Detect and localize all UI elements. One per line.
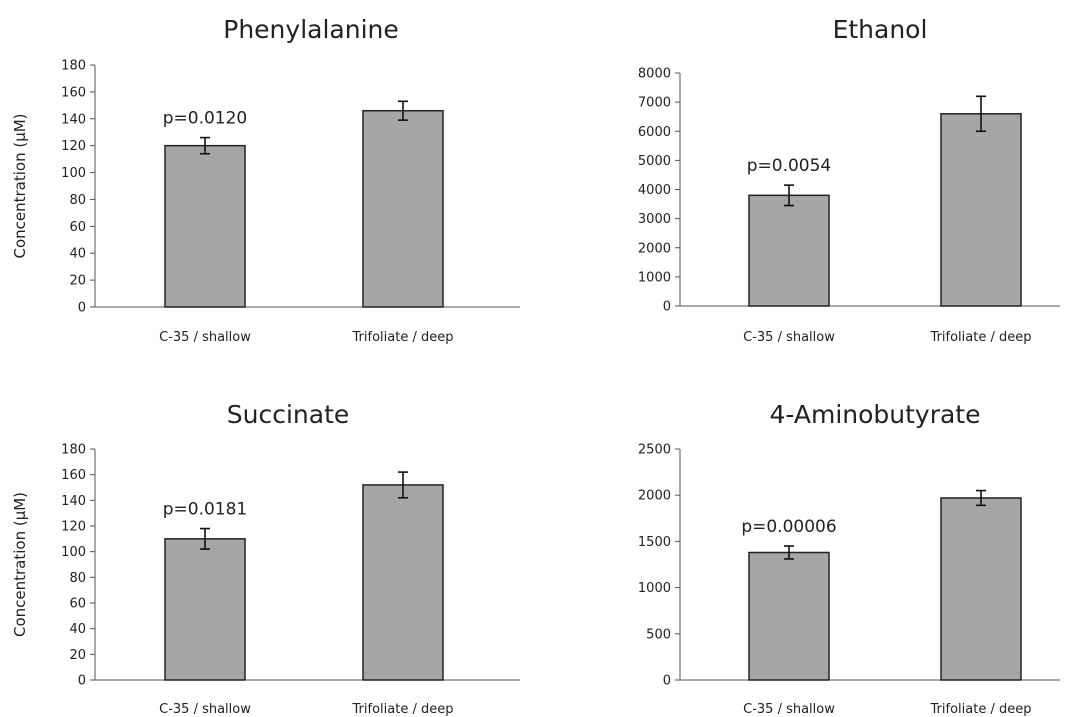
- chart-title: Ethanol: [833, 15, 928, 44]
- y-axis-label: Concentration (µM): [11, 113, 29, 258]
- y-tick-label: 40: [69, 247, 86, 262]
- y-tick-label: 2500: [638, 443, 671, 458]
- y-tick-label: 160: [61, 468, 86, 483]
- y-tick-label: 0: [663, 300, 671, 315]
- y-tick-label: 40: [69, 622, 86, 637]
- x-category-label: Trifoliate / deep: [352, 702, 454, 717]
- chart-title: Phenylalanine: [223, 15, 399, 44]
- x-category-label: Trifoliate / deep: [352, 330, 454, 345]
- y-tick-label: 2000: [638, 489, 671, 504]
- y-tick-label: 80: [69, 193, 86, 208]
- y-tick-label: 500: [646, 627, 671, 642]
- y-tick-label: 6000: [638, 125, 671, 140]
- y-axis-label: Concentration (µM): [11, 492, 29, 637]
- y-tick-label: 180: [61, 59, 86, 74]
- bar-1: [164, 538, 246, 681]
- y-tick-label: 1500: [638, 535, 671, 550]
- bar-1: [164, 144, 246, 308]
- bar-2: [362, 484, 444, 681]
- y-tick-label: 120: [61, 139, 86, 154]
- y-tick-label: 8000: [638, 67, 671, 82]
- p-value-annotation: p=0.0120: [163, 109, 248, 129]
- y-tick-label: 2000: [638, 241, 671, 256]
- y-tick-label: 20: [69, 274, 86, 289]
- chart-panel-2: Ethanol 0 1000 2000 3000 4000 5000 6000 7000 8000…: [638, 15, 1060, 345]
- y-tick-label: 180: [61, 443, 86, 458]
- y-tick-label: 60: [69, 597, 86, 612]
- chart-title: 4-Aminobutyrate: [769, 400, 980, 429]
- bar-2: [940, 497, 1022, 681]
- y-tick-label: 5000: [638, 154, 671, 169]
- y-tick-label: 4000: [638, 183, 671, 198]
- bar-1: [748, 551, 830, 681]
- y-tick-label: 0: [663, 674, 671, 689]
- y-tick-label: 100: [61, 166, 86, 181]
- y-tick-label: 80: [69, 571, 86, 586]
- y-tick-label: 160: [61, 85, 86, 100]
- y-tick-label: 1000: [638, 270, 671, 285]
- x-category-label: C-35 / shallow: [159, 702, 251, 717]
- y-tick-label: 140: [61, 112, 86, 127]
- y-tick-label: 0: [78, 301, 86, 316]
- y-tick-label: 60: [69, 220, 86, 235]
- bar-2: [362, 109, 444, 308]
- x-category-label: C-35 / shallow: [743, 330, 835, 345]
- bar-1: [748, 194, 830, 307]
- y-tick-label: 20: [69, 648, 86, 663]
- y-tick-label: 7000: [638, 96, 671, 111]
- x-category-label: C-35 / shallow: [159, 330, 251, 345]
- x-category-label: Trifoliate / deep: [930, 702, 1032, 717]
- chart-title: Succinate: [227, 400, 350, 429]
- bar-2: [940, 113, 1022, 307]
- p-value-annotation: p=0.00006: [741, 517, 836, 537]
- y-tick-label: 0: [78, 674, 86, 689]
- y-tick-label: 100: [61, 545, 86, 560]
- p-value-annotation: p=0.0054: [747, 156, 832, 176]
- y-tick-label: 3000: [638, 212, 671, 227]
- p-value-annotation: p=0.0181: [163, 500, 248, 520]
- x-category-label: C-35 / shallow: [743, 702, 835, 717]
- y-tick-label: 1000: [638, 581, 671, 596]
- y-tick-label: 120: [61, 520, 86, 535]
- chart-panel-3: Succinate 0 20 40 60 80 100 120 140 160 180 Concent…: [11, 400, 520, 717]
- y-tick-label: 140: [61, 494, 86, 509]
- chart-panel-1: Phenylalanine 0 20 40 60 80 100 120 140 160 180 Con…: [11, 15, 520, 345]
- chart-panel-4: 4-Aminobutyrate 0 500 1000 1500 2000 2500 C-35 …: [638, 400, 1060, 717]
- x-category-label: Trifoliate / deep: [930, 330, 1032, 345]
